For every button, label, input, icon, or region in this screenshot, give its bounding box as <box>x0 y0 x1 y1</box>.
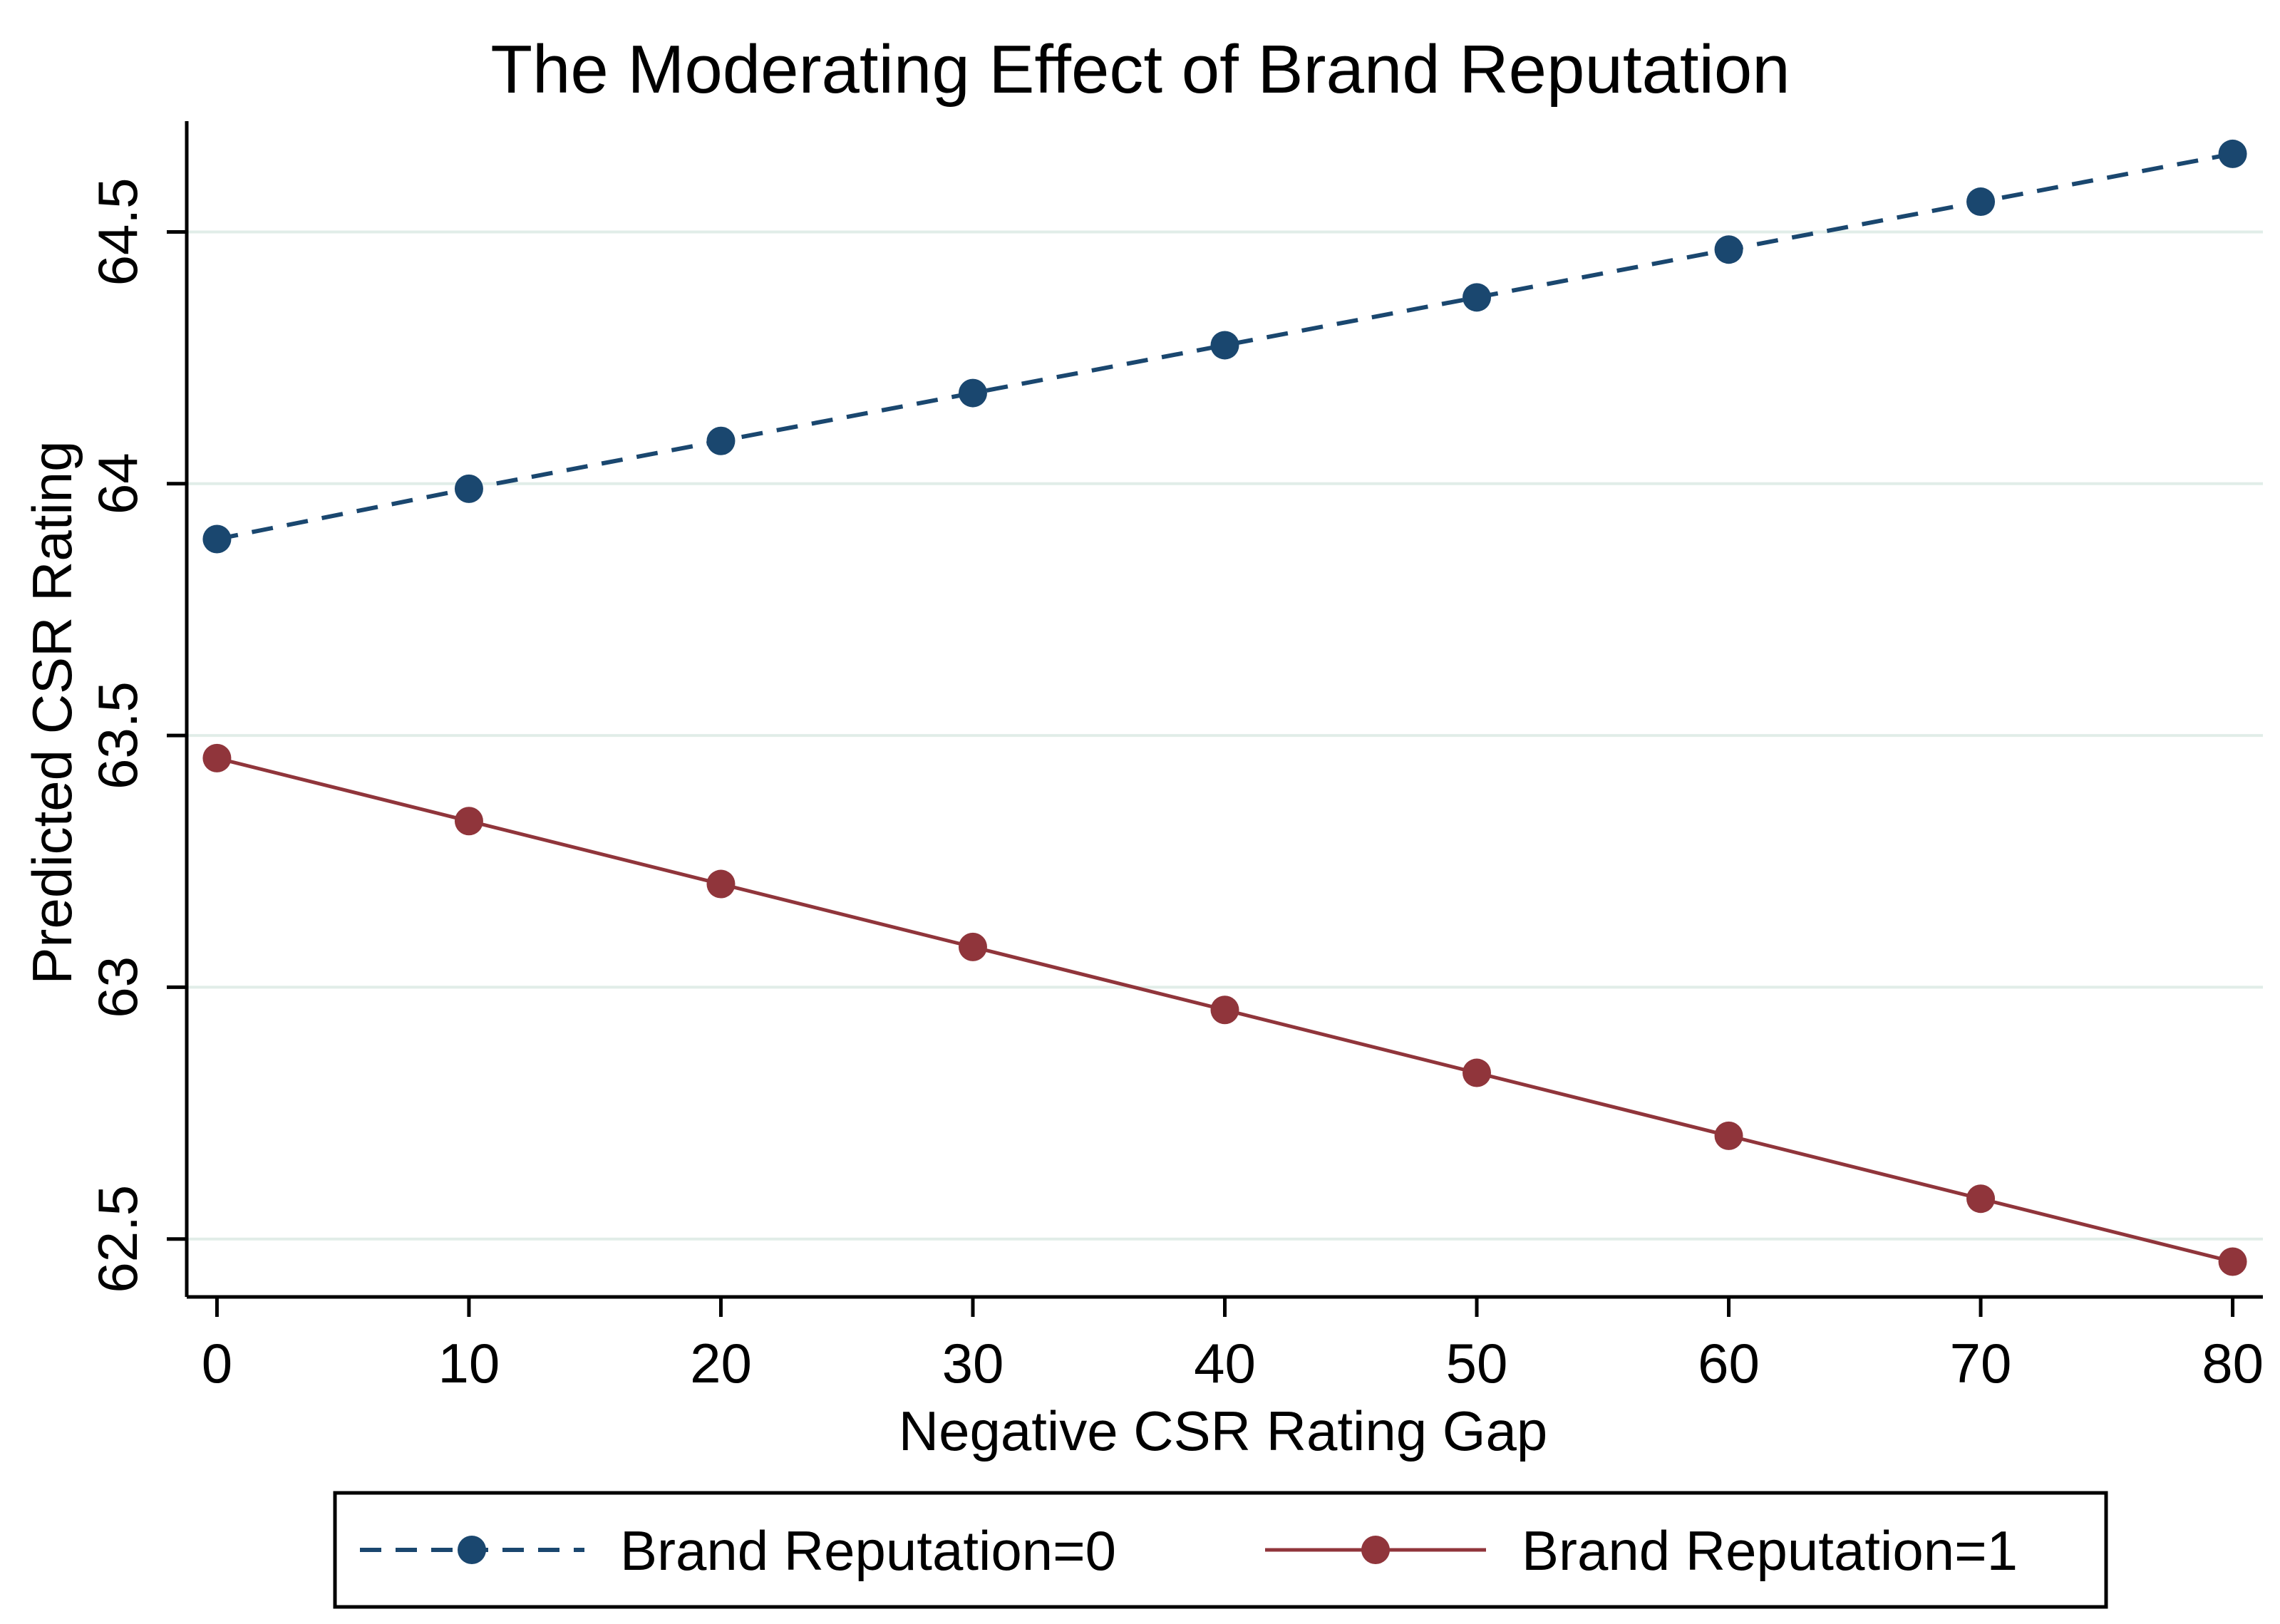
data-point-brand-reputation-1-x60 <box>1714 1121 1743 1150</box>
x-tick-label-70: 70 <box>1950 1332 2012 1395</box>
chart-title: The Moderating Effect of Brand Reputatio… <box>490 31 1790 108</box>
data-point-brand-reputation-1-x50 <box>1463 1058 1492 1087</box>
data-point-brand-reputation-0-x0 <box>202 524 232 554</box>
data-point-brand-reputation-1-x30 <box>958 932 987 961</box>
gridlines <box>187 230 2263 1241</box>
data-point-brand-reputation-0-x80 <box>2218 139 2247 168</box>
data-point-brand-reputation-0-x50 <box>1463 283 1492 312</box>
x-tick-label-50: 50 <box>1446 1332 1508 1395</box>
y-tick-label-64.5: 64.5 <box>86 178 149 286</box>
x-tick-label-60: 60 <box>1698 1332 1760 1395</box>
x-tick-label-10: 10 <box>438 1332 500 1395</box>
y-axis-label: Predicted CSR Rating <box>21 440 83 984</box>
axes <box>185 121 2263 1299</box>
x-tick-label-80: 80 <box>2202 1332 2264 1395</box>
legend-label-brand-reputation-1: Brand Reputation=1 <box>1522 1519 2018 1582</box>
series-layer <box>202 139 2247 1276</box>
data-point-brand-reputation-1-x10 <box>454 807 483 836</box>
x-tick-label-0: 0 <box>202 1332 232 1395</box>
data-point-brand-reputation-0-x20 <box>706 426 736 455</box>
data-point-brand-reputation-1-x0 <box>202 743 232 772</box>
legend-marker-brand-reputation-1 <box>1361 1536 1390 1564</box>
x-tick-label-20: 20 <box>690 1332 752 1395</box>
x-axis-label: Negative CSR Rating Gap <box>899 1400 1547 1462</box>
legend-box <box>333 1491 2108 1609</box>
legend: Brand Reputation=0 Brand Reputation=1 <box>333 1491 2108 1609</box>
x-tick-label-40: 40 <box>1194 1332 1256 1395</box>
y-tick-label-64: 64 <box>86 452 149 514</box>
data-point-brand-reputation-1-x80 <box>2218 1247 2247 1276</box>
data-point-brand-reputation-1-x40 <box>1210 995 1239 1025</box>
legend-label-brand-reputation-0: Brand Reputation=0 <box>620 1519 1116 1582</box>
ticks: 62.5 63 63.5 64 64.5 0 10 20 30 40 50 60 70 80 <box>86 178 2264 1395</box>
data-point-brand-reputation-1-x20 <box>706 869 736 899</box>
legend-marker-brand-reputation-0 <box>458 1536 486 1564</box>
y-tick-label-62.5: 62.5 <box>86 1185 149 1293</box>
y-tick-label-63: 63 <box>86 956 149 1018</box>
data-point-brand-reputation-0-x70 <box>1966 187 1996 217</box>
data-point-brand-reputation-0-x30 <box>958 378 987 408</box>
data-point-brand-reputation-0-x10 <box>454 474 483 503</box>
data-point-brand-reputation-1-x70 <box>1966 1184 1996 1214</box>
data-point-brand-reputation-0-x40 <box>1210 331 1239 360</box>
y-tick-label-63.5: 63.5 <box>86 681 149 790</box>
x-tick-label-30: 30 <box>942 1332 1004 1395</box>
data-point-brand-reputation-0-x60 <box>1714 235 1743 264</box>
